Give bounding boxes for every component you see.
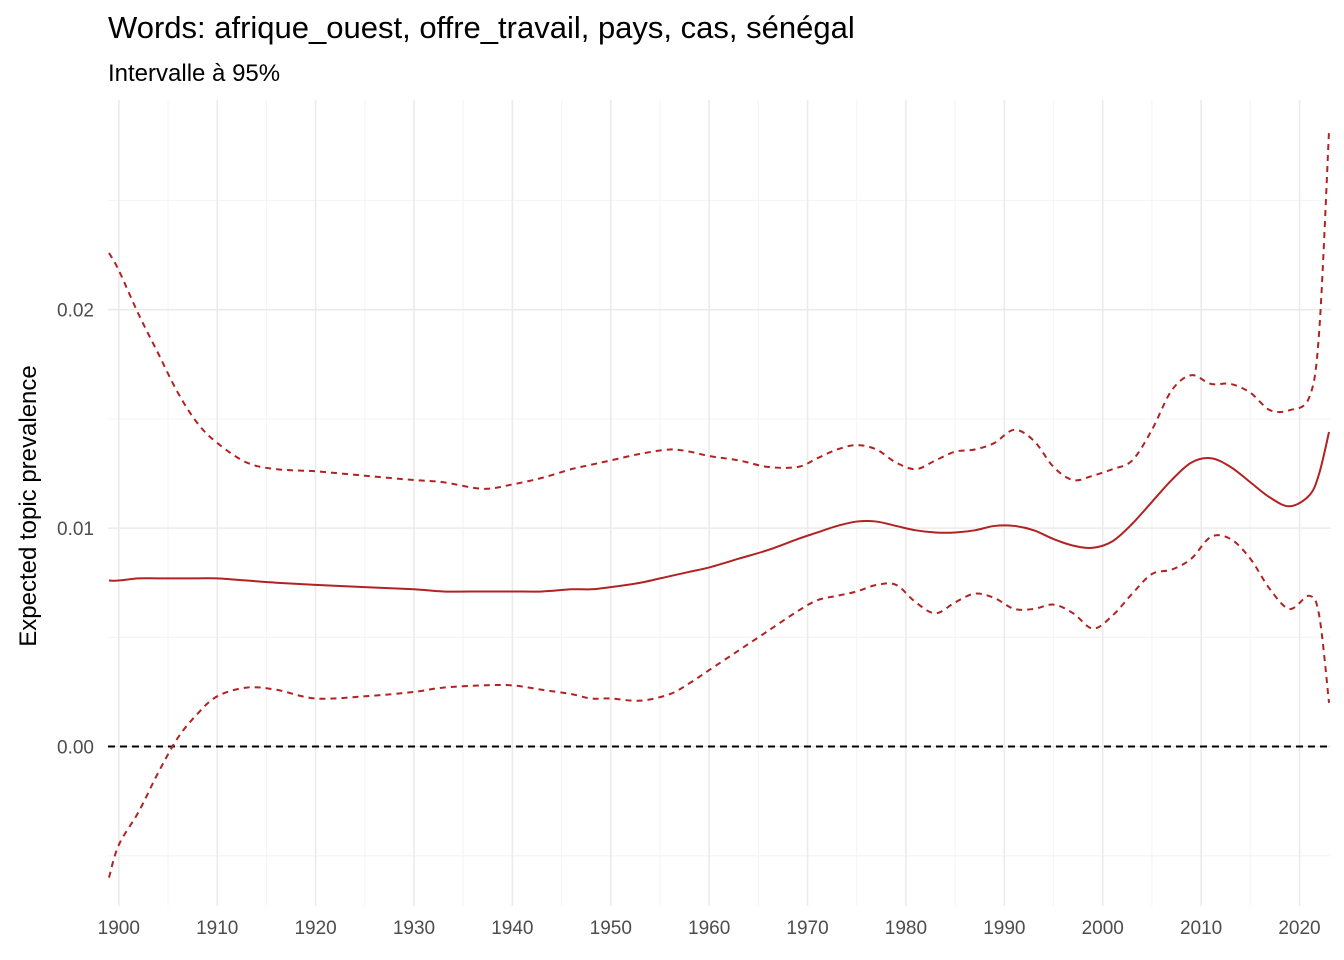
- chart-title: Words: afrique_ouest, offre_travail, pay…: [108, 10, 855, 45]
- x-tick-label: 1900: [98, 918, 140, 939]
- lower-ci-line: [108, 534, 1331, 878]
- x-tick-label: 1960: [688, 918, 730, 939]
- x-tick-label: 1990: [983, 918, 1025, 939]
- x-tick-label: 1950: [590, 918, 632, 939]
- x-tick-label: 2020: [1278, 918, 1320, 939]
- chart-subtitle: Intervalle à 95%: [108, 60, 281, 87]
- x-tick-label: 1940: [491, 918, 533, 939]
- x-tick-label: 1930: [393, 918, 435, 939]
- y-tick-label: 0.01: [57, 519, 94, 540]
- x-tick-label: 1970: [786, 918, 828, 939]
- x-tick-label: 2010: [1180, 918, 1222, 939]
- x-tick-label: 2000: [1082, 918, 1124, 939]
- x-tick-label: 1980: [885, 918, 927, 939]
- y-tick-label: 0.02: [57, 301, 94, 322]
- x-tick-label: 1920: [294, 918, 336, 939]
- y-tick-label: 0.00: [57, 738, 94, 759]
- x-tick-label: 1910: [196, 918, 238, 939]
- estimate-line: [108, 431, 1331, 593]
